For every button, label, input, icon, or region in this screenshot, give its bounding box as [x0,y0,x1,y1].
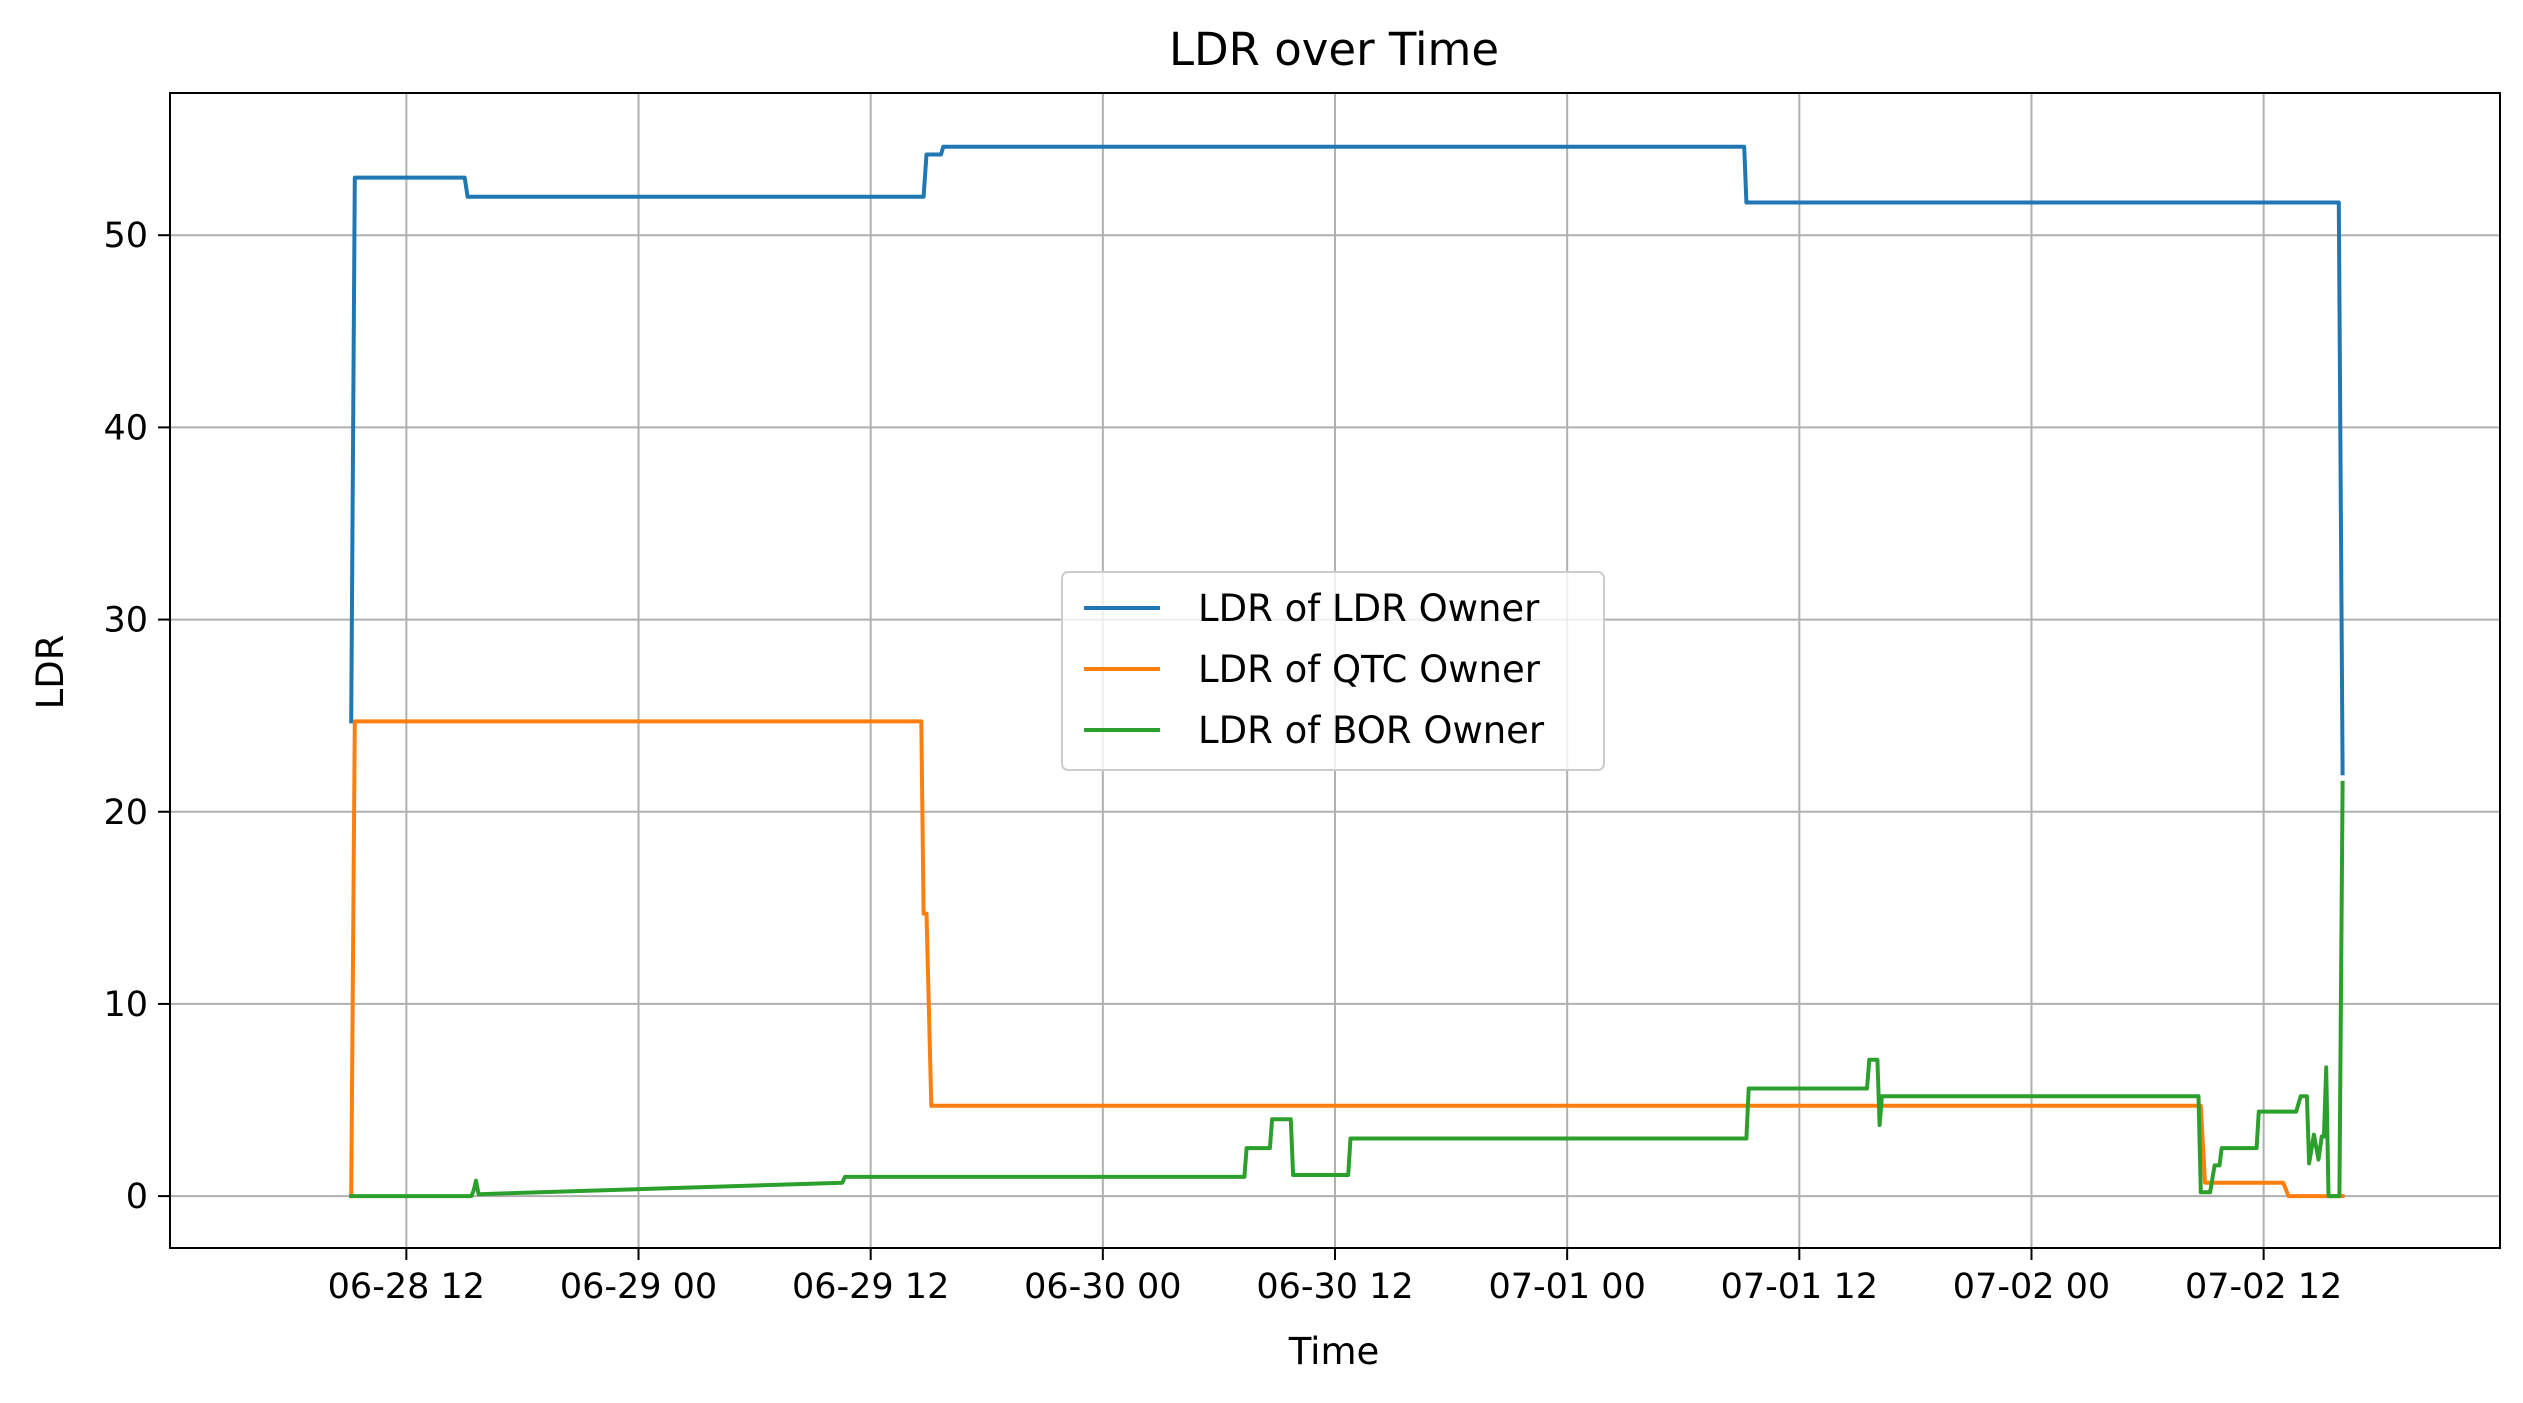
series-line-2 [349,719,2345,1199]
x-tick-label: 06-29 12 [792,1267,949,1307]
x-tick-label: 07-01 12 [1721,1267,1878,1307]
series-line-1 [349,144,2345,776]
x-axis-ticks: 06-28 12 06-29 00 06-29 12 06-30 00 06-30 12… [328,1248,2342,1307]
legend-entry: LDR of BOR Owner [1198,709,1545,752]
chart-title: LDR over Time [1169,23,1499,76]
series-lines [349,144,2345,1199]
x-axis-label: Time [1288,1330,1380,1373]
y-tick-label: 0 [126,1177,148,1217]
x-tick-label: 06-30 12 [1256,1267,1413,1307]
grid [170,93,2500,1248]
x-tick-label: 07-02 12 [2185,1267,2342,1307]
x-tick-label: 07-02 00 [1953,1267,2110,1307]
x-tick-label: 06-29 00 [560,1267,717,1307]
x-tick-label: 06-30 00 [1024,1267,1181,1307]
legend-entry: LDR of QTC Owner [1198,648,1541,691]
y-tick-label: 20 [103,793,148,833]
y-axis-ticks: 0 10 20 30 40 50 [103,216,170,1217]
y-tick-label: 30 [103,601,148,641]
legend: LDR of LDR Owner LDR of QTC Owner LDR of B… [1061,571,1605,771]
y-tick-label: 50 [103,216,148,256]
y-tick-label: 40 [103,408,148,448]
series-line-3 [349,780,2345,1199]
y-tick-label: 10 [103,985,148,1025]
y-axis-label: LDR [29,635,72,710]
x-tick-label: 07-01 00 [1488,1267,1645,1307]
legend-entry: LDR of LDR Owner [1198,587,1540,630]
legend-box [1061,571,1605,771]
x-tick-label: 06-28 12 [328,1267,485,1307]
